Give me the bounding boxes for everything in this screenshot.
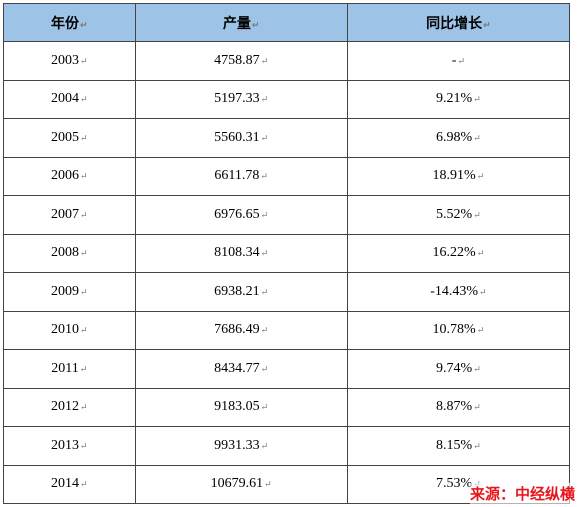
table-cell: 8434.77 (134, 349, 348, 389)
table-cell: 8.15% (346, 426, 571, 466)
table-cell: 2003 (3, 41, 136, 81)
table-cell: 2012 (3, 387, 136, 427)
table-cell: 2004 (3, 79, 136, 119)
table-cell: 6938.21 (134, 272, 348, 312)
table-cell: 16.22% (346, 233, 571, 273)
table-row: 20066611.7818.91% (3, 156, 571, 196)
table-row: 20076976.655.52% (3, 195, 571, 235)
header-cell: 年份 (3, 3, 136, 42)
table-row: 20107686.4910.78% (3, 310, 571, 350)
table-row: 20088108.3416.22% (3, 233, 571, 273)
table-cell: 10679.61 (134, 464, 348, 504)
table-cell: -14.43% (346, 272, 571, 312)
table-row: 20034758.87- (3, 41, 571, 81)
table-cell: 5197.33 (134, 79, 348, 119)
table-cell: 9931.33 (134, 426, 348, 466)
table-row: 20045197.339.21% (3, 79, 571, 119)
table-cell: 8108.34 (134, 233, 348, 273)
table-cell: 9.21% (346, 79, 571, 119)
table-cell: 2013 (3, 426, 136, 466)
table-cell: 2007 (3, 195, 136, 235)
table-cell: 10.78% (346, 310, 571, 350)
table-cell: 8.87% (346, 387, 571, 427)
table-row: 20096938.21-14.43% (3, 272, 571, 312)
table-cell: 2005 (3, 118, 136, 158)
table-cell: 9.74% (346, 349, 571, 389)
table-cell: 2014 (3, 464, 136, 504)
table-cell: 5.52% (346, 195, 571, 235)
header-cell: 同比增长 (346, 3, 571, 42)
header-row: 年份产量同比增长 (3, 3, 571, 42)
header-cell: 产量 (134, 3, 348, 42)
table-cell: 2010 (3, 310, 136, 350)
table-row: 20118434.779.74% (3, 349, 571, 389)
table-cell: 9183.05 (134, 387, 348, 427)
table-body: 20034758.87-20045197.339.21%20055560.316… (3, 41, 571, 504)
table-cell: 18.91% (346, 156, 571, 196)
table-cell: 2006 (3, 156, 136, 196)
table-cell: 2008 (3, 233, 136, 273)
table-cell: - (346, 41, 571, 81)
source-note: 来源：中经纵横 (469, 483, 575, 504)
table-cell: 6976.65 (134, 195, 348, 235)
table-cell: 2009 (3, 272, 136, 312)
data-table: 年份产量同比增长 20034758.87-20045197.339.21%200… (3, 3, 571, 504)
table-row: 20055560.316.98% (3, 118, 571, 158)
table-row: 20139931.338.15% (3, 426, 571, 466)
table-row: 20129183.058.87% (3, 387, 571, 427)
table-cell: 4758.87 (134, 41, 348, 81)
table-cell: 7686.49 (134, 310, 348, 350)
table-cell: 2011 (3, 349, 136, 389)
table-cell: 5560.31 (134, 118, 348, 158)
table-cell: 6611.78 (134, 156, 348, 196)
table-cell: 6.98% (346, 118, 571, 158)
